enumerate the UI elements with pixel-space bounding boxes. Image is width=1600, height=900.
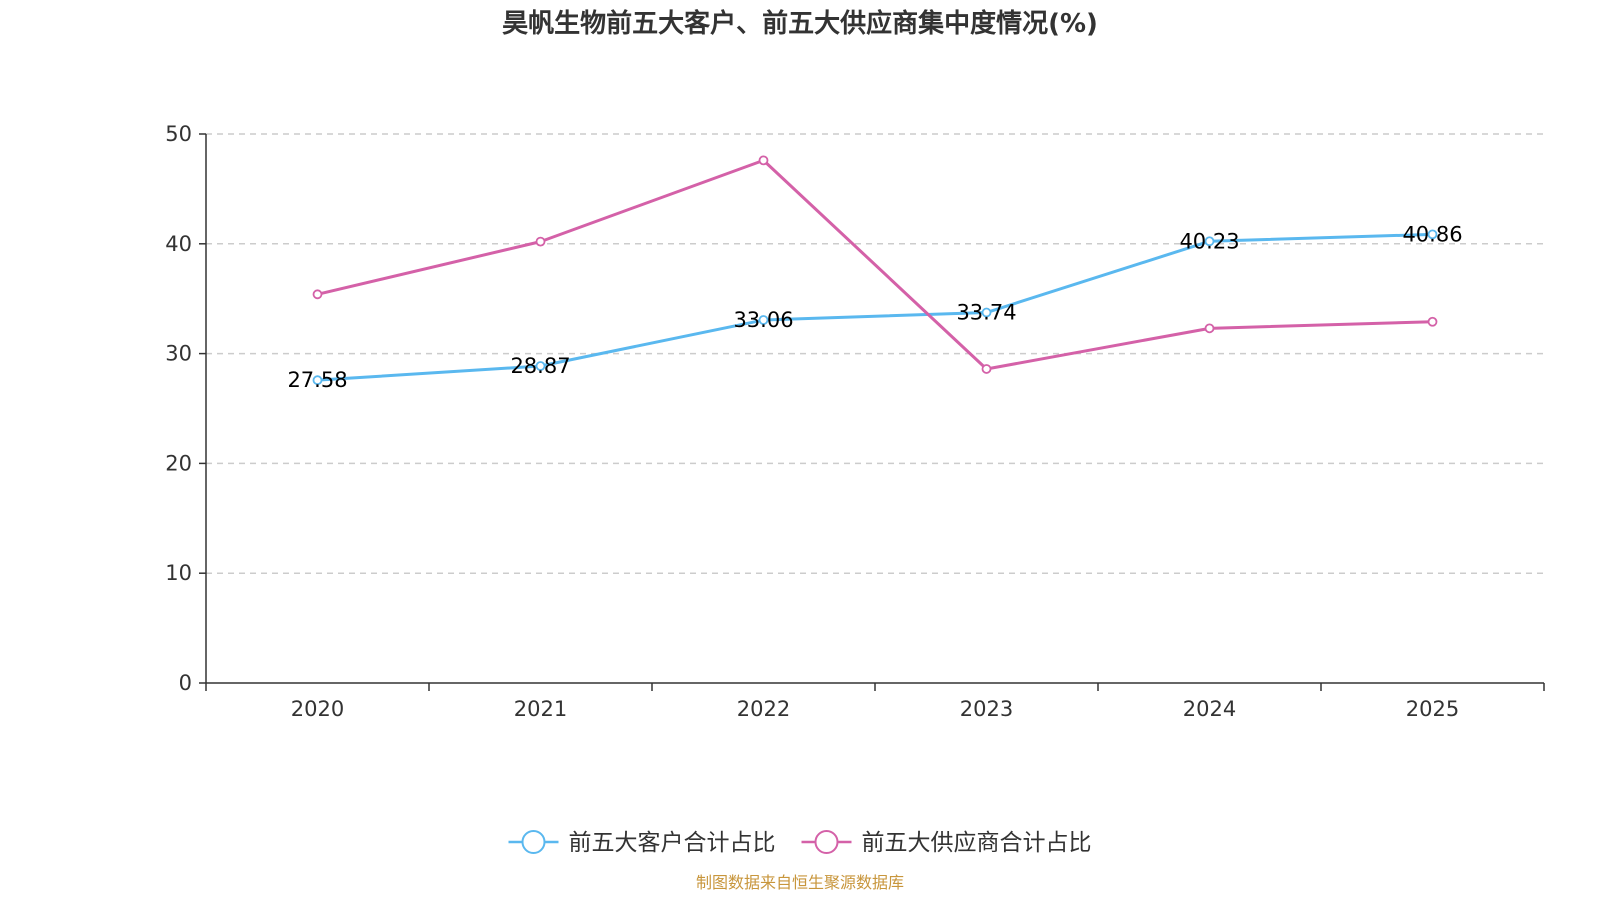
legend-item-0[interactable]: 前五大客户合计占比 [508, 830, 776, 856]
data-point-s1-2024[interactable] [1204, 323, 1215, 334]
y-tick-label-50: 50 [165, 122, 192, 146]
x-tick-label-2020: 2020 [291, 697, 344, 721]
series-line-1 [317, 158, 1433, 371]
data-point-s1-2023[interactable] [981, 364, 992, 374]
data-point-s1-2025[interactable] [1427, 316, 1438, 327]
y-tick-label-10: 10 [165, 561, 192, 585]
data-label-2024: 40.23 [1179, 229, 1239, 253]
y-tick-label-20: 20 [165, 451, 192, 475]
grid-lines [206, 133, 1544, 574]
data-point-s0-2020[interactable] [312, 375, 323, 386]
legend-label: 前五大客户合计占比 [569, 830, 776, 856]
data-point-s0-2022[interactable] [758, 315, 769, 325]
data-point-s0-2021[interactable] [535, 361, 546, 371]
data-label-2020: 27.58 [287, 368, 347, 392]
data-point-s1-2020[interactable] [312, 289, 323, 300]
x-tick-label-2023: 2023 [960, 697, 1013, 721]
data-label-2023: 33.74 [956, 301, 1016, 325]
x-tick-label-2022: 2022 [737, 697, 790, 721]
y-tick-label-40: 40 [165, 232, 192, 256]
data-point-s0-2025[interactable] [1427, 229, 1438, 240]
axes: 0 10 20 30 40 50 2020 2021 2022 2023 2024 2025 [165, 122, 1545, 721]
data-point-s1-2022[interactable] [758, 155, 769, 166]
y-tick-label-30: 30 [165, 342, 192, 366]
data-point-s0-2024[interactable] [1204, 236, 1215, 247]
x-tick-label-2021: 2021 [514, 697, 567, 721]
chart-title: 昊帆生物前五大客户、前五大供应商集中度情况(%) [502, 8, 1098, 39]
series-line-0 [317, 232, 1433, 382]
legend-item-1[interactable]: 前五大供应商合计占比 [801, 830, 1092, 856]
x-tick-label-2024: 2024 [1183, 697, 1236, 721]
source-note: 制图数据来自恒生聚源数据库 [696, 873, 904, 892]
data-point-s1-2021[interactable] [535, 236, 546, 247]
y-tick-label-0: 0 [179, 671, 192, 695]
data-label-2025: 40.86 [1402, 222, 1462, 246]
series-group [312, 155, 1438, 386]
legend[interactable]: 前五大客户合计占比 前五大供应商合计占比 [508, 830, 1092, 856]
legend-circle-icon [521, 830, 546, 854]
legend-label: 前五大供应商合计占比 [862, 830, 1092, 856]
data-labels: 27.58 28.87 33.06 33.74 40.23 40.86 [287, 222, 1462, 392]
data-point-s0-2023[interactable] [981, 307, 992, 318]
data-label-2021: 28.87 [510, 354, 570, 378]
legend-circle-icon [814, 830, 839, 854]
data-label-2022: 33.06 [733, 308, 793, 332]
x-tick-label-2025: 2025 [1406, 697, 1459, 721]
